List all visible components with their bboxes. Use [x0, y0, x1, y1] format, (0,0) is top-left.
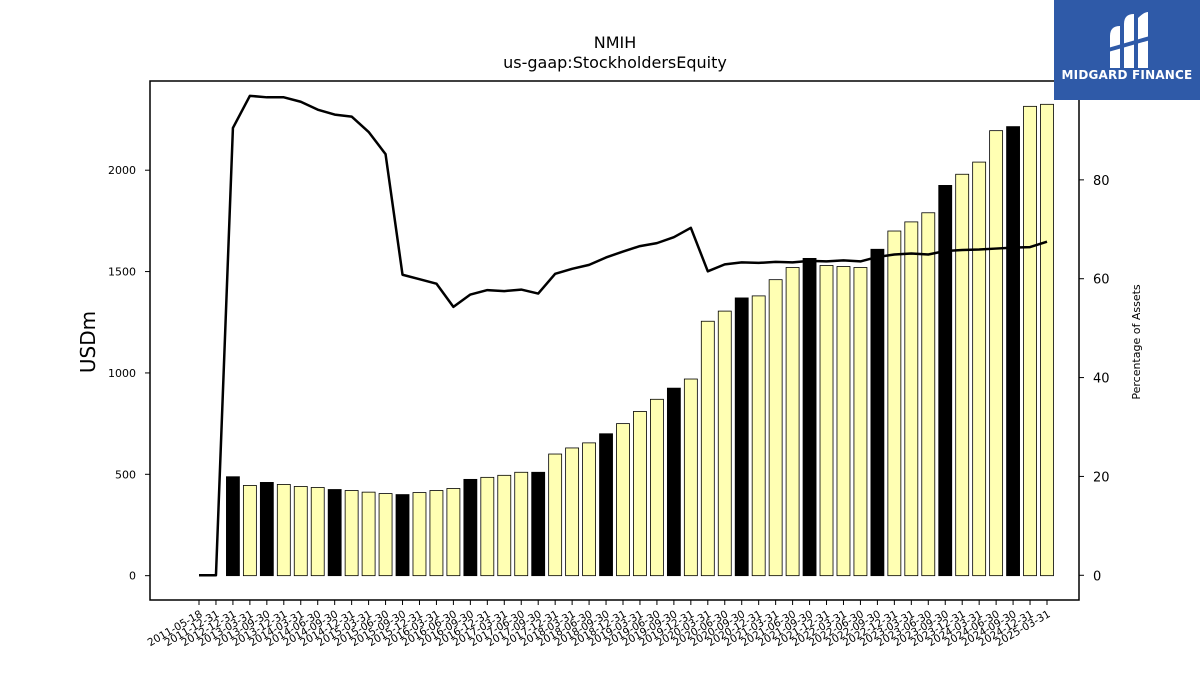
- y-tick-label: 0: [129, 570, 136, 583]
- bar: [751, 295, 766, 577]
- bar: [666, 387, 681, 577]
- bar: [802, 257, 817, 577]
- bar: [683, 378, 698, 577]
- bar: [480, 476, 495, 577]
- bar: [429, 490, 444, 577]
- y-tick-label: 1500: [108, 266, 136, 279]
- bar: [599, 433, 613, 577]
- bar: [565, 447, 580, 577]
- bar: [700, 320, 715, 577]
- chart-title: NMIH: [594, 33, 637, 52]
- bar: [633, 411, 647, 577]
- bar: [616, 423, 630, 577]
- bar: [989, 130, 1004, 577]
- bar: [734, 297, 749, 577]
- bar: [1023, 105, 1037, 577]
- bar: [887, 230, 902, 577]
- midgard-finance-logo: MIDGARD FINANCE: [1054, 0, 1200, 100]
- logo-text: MIDGARD FINANCE: [1061, 68, 1193, 82]
- y2-tick-label: 0: [1093, 569, 1101, 584]
- bar: [242, 485, 257, 577]
- y2-tick-label: 20: [1093, 470, 1110, 485]
- bar: [836, 266, 851, 577]
- chart-subtitle: us-gaap:StockholdersEquity: [503, 53, 727, 72]
- bar: [514, 471, 529, 577]
- bar: [259, 482, 274, 577]
- y2-tick-label: 60: [1093, 273, 1110, 288]
- y2-tick-label: 40: [1093, 372, 1110, 387]
- bar: [446, 488, 461, 577]
- bar: [819, 265, 834, 577]
- bar: [344, 490, 359, 577]
- bar: [395, 494, 410, 577]
- bar: [378, 493, 393, 577]
- bar: [226, 476, 240, 577]
- bar: [717, 310, 732, 577]
- bar: [293, 486, 308, 577]
- bar: [650, 398, 664, 577]
- bar: [972, 161, 987, 577]
- bar: [955, 173, 970, 577]
- bar: [327, 489, 342, 577]
- bar: [361, 491, 376, 577]
- bar: [497, 474, 512, 577]
- y-tick-label: 1000: [108, 367, 136, 380]
- bar: [582, 442, 596, 577]
- bar: [853, 267, 868, 577]
- plot-frame: [149, 80, 1080, 601]
- bar: [531, 471, 546, 577]
- bar: [1040, 103, 1054, 577]
- bar: [463, 478, 478, 577]
- bar: [276, 484, 291, 577]
- bar: [310, 487, 325, 577]
- y2-axis-label: Percentage of Assets: [1130, 284, 1143, 400]
- bar: [1006, 126, 1020, 577]
- bar: [904, 221, 919, 577]
- bar: [412, 492, 427, 577]
- percentage-line: [199, 94, 1048, 577]
- bar: [548, 453, 563, 577]
- bar: [785, 267, 800, 577]
- y-axis-label: USDm: [76, 311, 100, 373]
- bar: [768, 279, 783, 577]
- y-tick-label: 2000: [108, 164, 136, 177]
- y-tick-label: 500: [115, 468, 136, 481]
- logo-mark-icon: [1107, 12, 1150, 68]
- bar: [870, 248, 885, 577]
- bar: [921, 212, 936, 577]
- y2-tick-label: 80: [1093, 174, 1110, 189]
- bar: [938, 185, 953, 577]
